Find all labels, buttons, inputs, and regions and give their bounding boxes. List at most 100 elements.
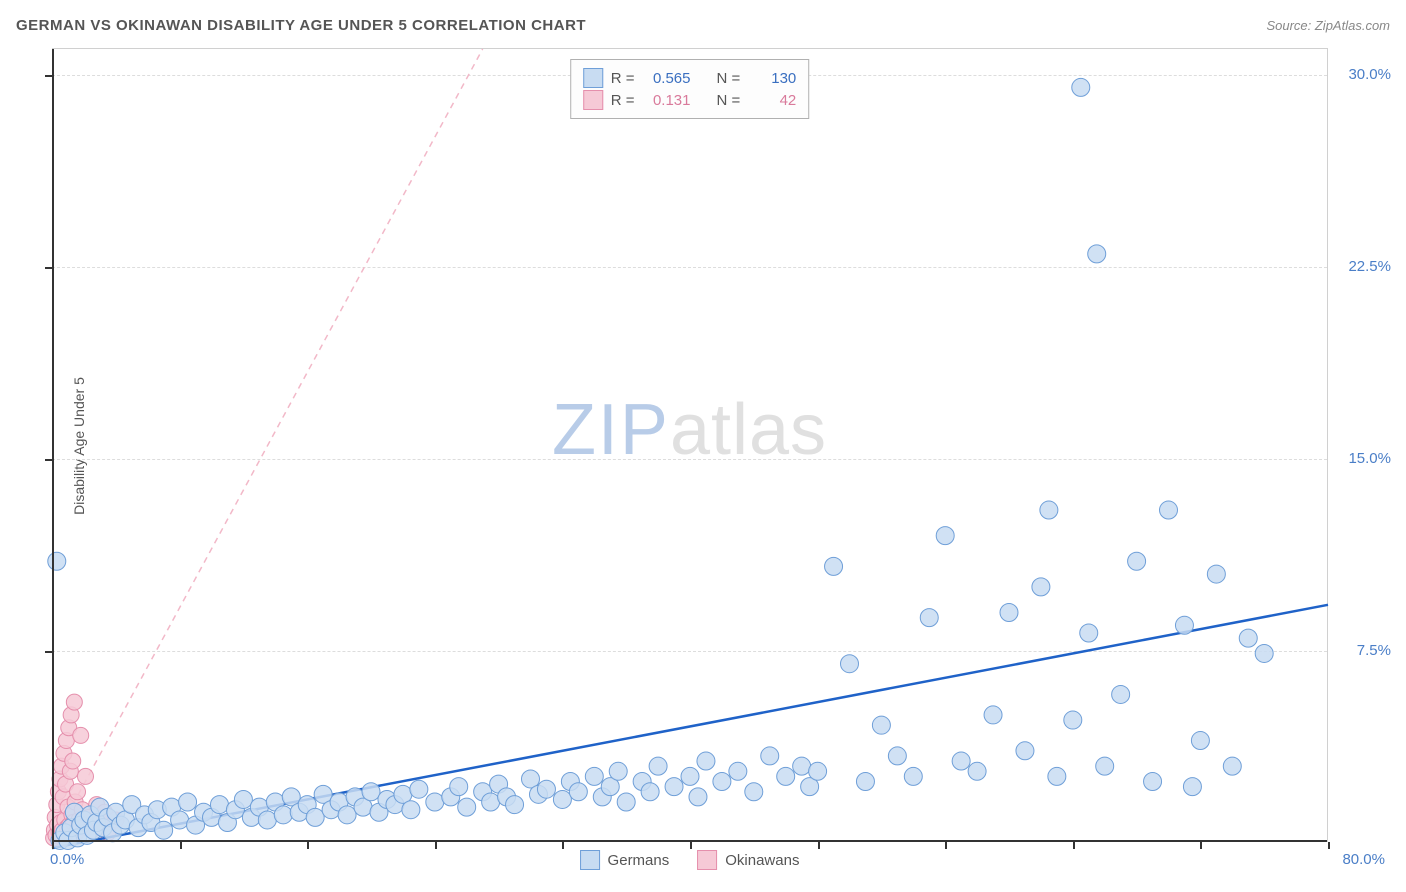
scatter-point xyxy=(1000,603,1018,621)
x-tick xyxy=(1073,842,1075,849)
scatter-point xyxy=(450,778,468,796)
x-tick xyxy=(180,842,182,849)
scatter-point xyxy=(482,793,500,811)
stats-r-value-okinawans: 0.131 xyxy=(643,92,691,109)
scatter-point xyxy=(888,747,906,765)
x-tick xyxy=(307,842,309,849)
scatter-point xyxy=(362,783,380,801)
scatter-point xyxy=(936,527,954,545)
scatter-point xyxy=(809,762,827,780)
scatter-point xyxy=(689,788,707,806)
stats-n-value-germans: 130 xyxy=(748,70,796,87)
scatter-point xyxy=(856,773,874,791)
scatter-point xyxy=(617,793,635,811)
scatter-point xyxy=(697,752,715,770)
scatter-point xyxy=(458,798,476,816)
scatter-point xyxy=(793,757,811,775)
legend-item-germans: Germans xyxy=(580,850,670,870)
x-tick xyxy=(52,842,54,849)
stats-row-okinawans: R = 0.131 N = 42 xyxy=(583,90,797,110)
scatter-point xyxy=(729,762,747,780)
y-tick xyxy=(45,651,52,653)
stats-n-value-okinawans: 42 xyxy=(748,92,796,109)
y-axis xyxy=(52,49,54,842)
stats-r-label: R = xyxy=(611,92,635,109)
plot-area: ZIPatlas 7.5%15.0%22.5%30.0% R = 0.565 N… xyxy=(52,48,1328,842)
scatter-point xyxy=(1096,757,1114,775)
stats-r-label: R = xyxy=(611,70,635,87)
scatter-point xyxy=(713,773,731,791)
scatter-point xyxy=(402,801,420,819)
x-tick xyxy=(945,842,947,849)
stats-swatch-germans xyxy=(583,68,603,88)
scatter-point xyxy=(1016,742,1034,760)
scatter-point xyxy=(1112,685,1130,703)
legend-label-okinawans: Okinawans xyxy=(725,852,799,869)
y-tick xyxy=(45,75,52,77)
scatter-point xyxy=(920,609,938,627)
scatter-point xyxy=(952,752,970,770)
scatter-point xyxy=(1080,624,1098,642)
scatter-point xyxy=(585,767,603,785)
scatter-point xyxy=(1255,644,1273,662)
x-tick xyxy=(690,842,692,849)
x-tick xyxy=(1328,842,1330,849)
scatter-point xyxy=(506,796,524,814)
y-tick-label: 15.0% xyxy=(1335,450,1391,467)
scatter-point xyxy=(1144,773,1162,791)
scatter-point xyxy=(410,780,428,798)
x-tick xyxy=(818,842,820,849)
scatter-point xyxy=(155,821,173,839)
scatter-point xyxy=(1048,767,1066,785)
scatter-point xyxy=(1128,552,1146,570)
scatter-point xyxy=(841,655,859,673)
scatter-point xyxy=(306,808,324,826)
stats-n-label: N = xyxy=(717,92,741,109)
scatter-point xyxy=(66,694,82,710)
scatter-point xyxy=(77,768,93,784)
scatter-point xyxy=(234,790,252,808)
scatter-point xyxy=(1239,629,1257,647)
stats-swatch-okinawans xyxy=(583,90,603,110)
scatter-point xyxy=(537,780,555,798)
scatter-point xyxy=(1064,711,1082,729)
stats-row-germans: R = 0.565 N = 130 xyxy=(583,68,797,88)
header: GERMAN VS OKINAWAN DISABILITY AGE UNDER … xyxy=(16,10,1390,40)
stats-box: R = 0.565 N = 130 R = 0.131 N = 42 xyxy=(570,59,810,119)
scatter-point xyxy=(1183,778,1201,796)
scatter-point xyxy=(1175,616,1193,634)
scatter-point xyxy=(569,783,587,801)
stats-n-label: N = xyxy=(717,70,741,87)
legend: Germans Okinawans xyxy=(580,850,800,870)
trend-line-okinawans xyxy=(52,49,483,843)
x-tick xyxy=(562,842,564,849)
stats-r-value-germans: 0.565 xyxy=(643,70,691,87)
scatter-point xyxy=(777,767,795,785)
scatter-point xyxy=(641,783,659,801)
scatter-point xyxy=(70,784,86,800)
scatter-point xyxy=(761,747,779,765)
scatter-point xyxy=(968,762,986,780)
legend-swatch-germans xyxy=(580,850,600,870)
x-axis-max-label: 80.0% xyxy=(1342,851,1385,868)
scatter-point xyxy=(665,778,683,796)
scatter-point xyxy=(1160,501,1178,519)
scatter-point xyxy=(553,790,571,808)
y-tick-label: 7.5% xyxy=(1335,642,1391,659)
scatter-point xyxy=(426,793,444,811)
scatter-point xyxy=(872,716,890,734)
scatter-point xyxy=(258,811,276,829)
scatter-point xyxy=(48,552,66,570)
scatter-point xyxy=(179,793,197,811)
legend-swatch-okinawans xyxy=(697,850,717,870)
y-tick xyxy=(45,267,52,269)
y-tick xyxy=(45,459,52,461)
scatter-point xyxy=(1072,78,1090,96)
scatter-point xyxy=(1088,245,1106,263)
scatter-point xyxy=(65,753,81,769)
scatter-point xyxy=(681,767,699,785)
scatter-point xyxy=(984,706,1002,724)
legend-item-okinawans: Okinawans xyxy=(697,850,799,870)
source-attribution: Source: ZipAtlas.com xyxy=(1266,18,1390,33)
scatter-point xyxy=(1191,732,1209,750)
